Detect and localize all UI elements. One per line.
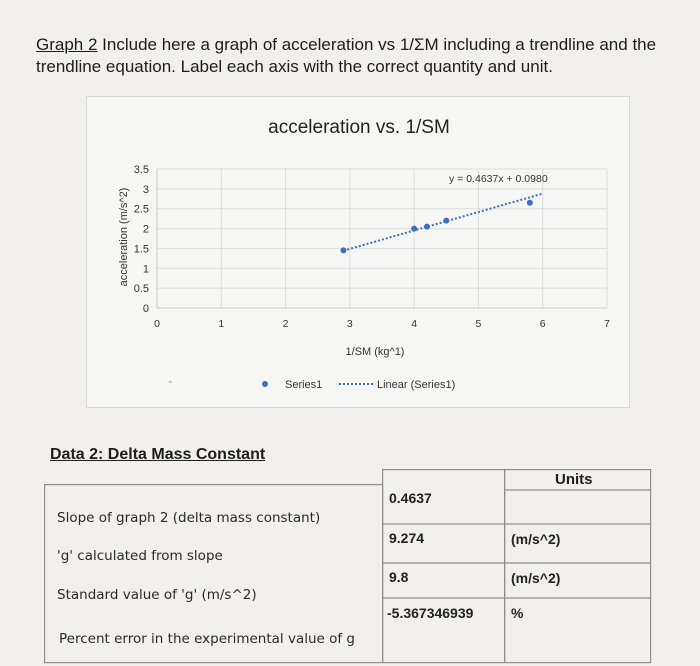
row-unit-percent-error: % <box>511 605 524 621</box>
row-label-g-standard: Standard value of 'g' (m/s^2) <box>57 587 257 603</box>
x-tick-label: 1 <box>218 318 224 330</box>
units-header: Units <box>555 471 593 488</box>
y-tick-label: 3 <box>143 184 149 196</box>
trendline <box>343 192 543 252</box>
x-tick-label: 2 <box>283 318 289 330</box>
data-point <box>340 247 347 254</box>
data2-title: Data 2: Delta Mass Constant <box>50 446 266 463</box>
data-point <box>443 217 450 224</box>
x-axis-title: 1/SM (kg^1) <box>346 346 405 358</box>
y-axis-title: acceleration (m/s^2) <box>118 188 130 287</box>
row-value-g-standard: 9.8 <box>389 569 409 585</box>
row-unit-g-standard: (m/s^2) <box>511 570 561 586</box>
x-tick-label: 7 <box>604 318 610 330</box>
legend-marker-series1 <box>262 381 268 387</box>
row-label-slope: Slope of graph 2 (delta mass constant) <box>57 510 321 526</box>
x-tick-label: 0 <box>154 318 160 330</box>
row-value-g-calculated: 9.274 <box>389 530 425 546</box>
y-tick-label: 1 <box>143 263 149 275</box>
acceleration-chart: acceleration vs. 1/SM 0 0.5 1 1.5 2 2.5 3 3.5 0 1 2… <box>118 117 610 391</box>
row-label-g-calculated: 'g' calculated from slope <box>57 548 223 564</box>
table-grid <box>44 469 652 664</box>
chart-title: acceleration vs. 1/SM <box>268 117 450 138</box>
x-tick-label: 5 <box>476 318 482 330</box>
trendline-equation: y = 0.4637x + 0.0980 <box>449 173 548 185</box>
row-value-slope: 0.4637 <box>389 490 432 506</box>
row-unit-g-calculated: (m/s^2) <box>511 531 561 547</box>
row-label-percent-error: Percent error in the experimental value … <box>59 631 355 647</box>
y-tick-label: 0 <box>143 303 149 315</box>
chart-card: acceleration vs. 1/SM 0 0.5 1 1.5 2 2.5 3 3.5 0 1 2… <box>86 96 630 408</box>
x-tick-label: 4 <box>411 318 417 330</box>
legend-label-series1: Series1 <box>285 379 322 391</box>
graph-instructions: Graph 2 Include here a graph of accelera… <box>36 34 686 78</box>
y-tick-label: 1.5 <box>134 243 149 255</box>
data2-table: Units Slope of graph 2 (delta mass const… <box>44 468 652 664</box>
graph-label: Graph 2 <box>36 35 98 54</box>
stray-mark: " <box>169 380 172 389</box>
y-tick-label: 0.5 <box>134 283 149 295</box>
data-point <box>411 225 418 232</box>
y-tick-label: 3.5 <box>134 164 149 176</box>
x-tick-label: 3 <box>347 318 353 330</box>
y-tick-label: 2.5 <box>134 204 149 216</box>
x-tick-label: 6 <box>540 318 546 330</box>
data-point <box>424 223 430 230</box>
data-point <box>526 199 533 206</box>
graph-instructions-text: Include here a graph of acceleration vs … <box>36 35 657 76</box>
legend-label-trendline: Linear (Series1) <box>377 379 455 391</box>
row-value-percent-error: -5.367346939 <box>387 605 474 621</box>
y-tick-label: 2 <box>143 224 149 236</box>
